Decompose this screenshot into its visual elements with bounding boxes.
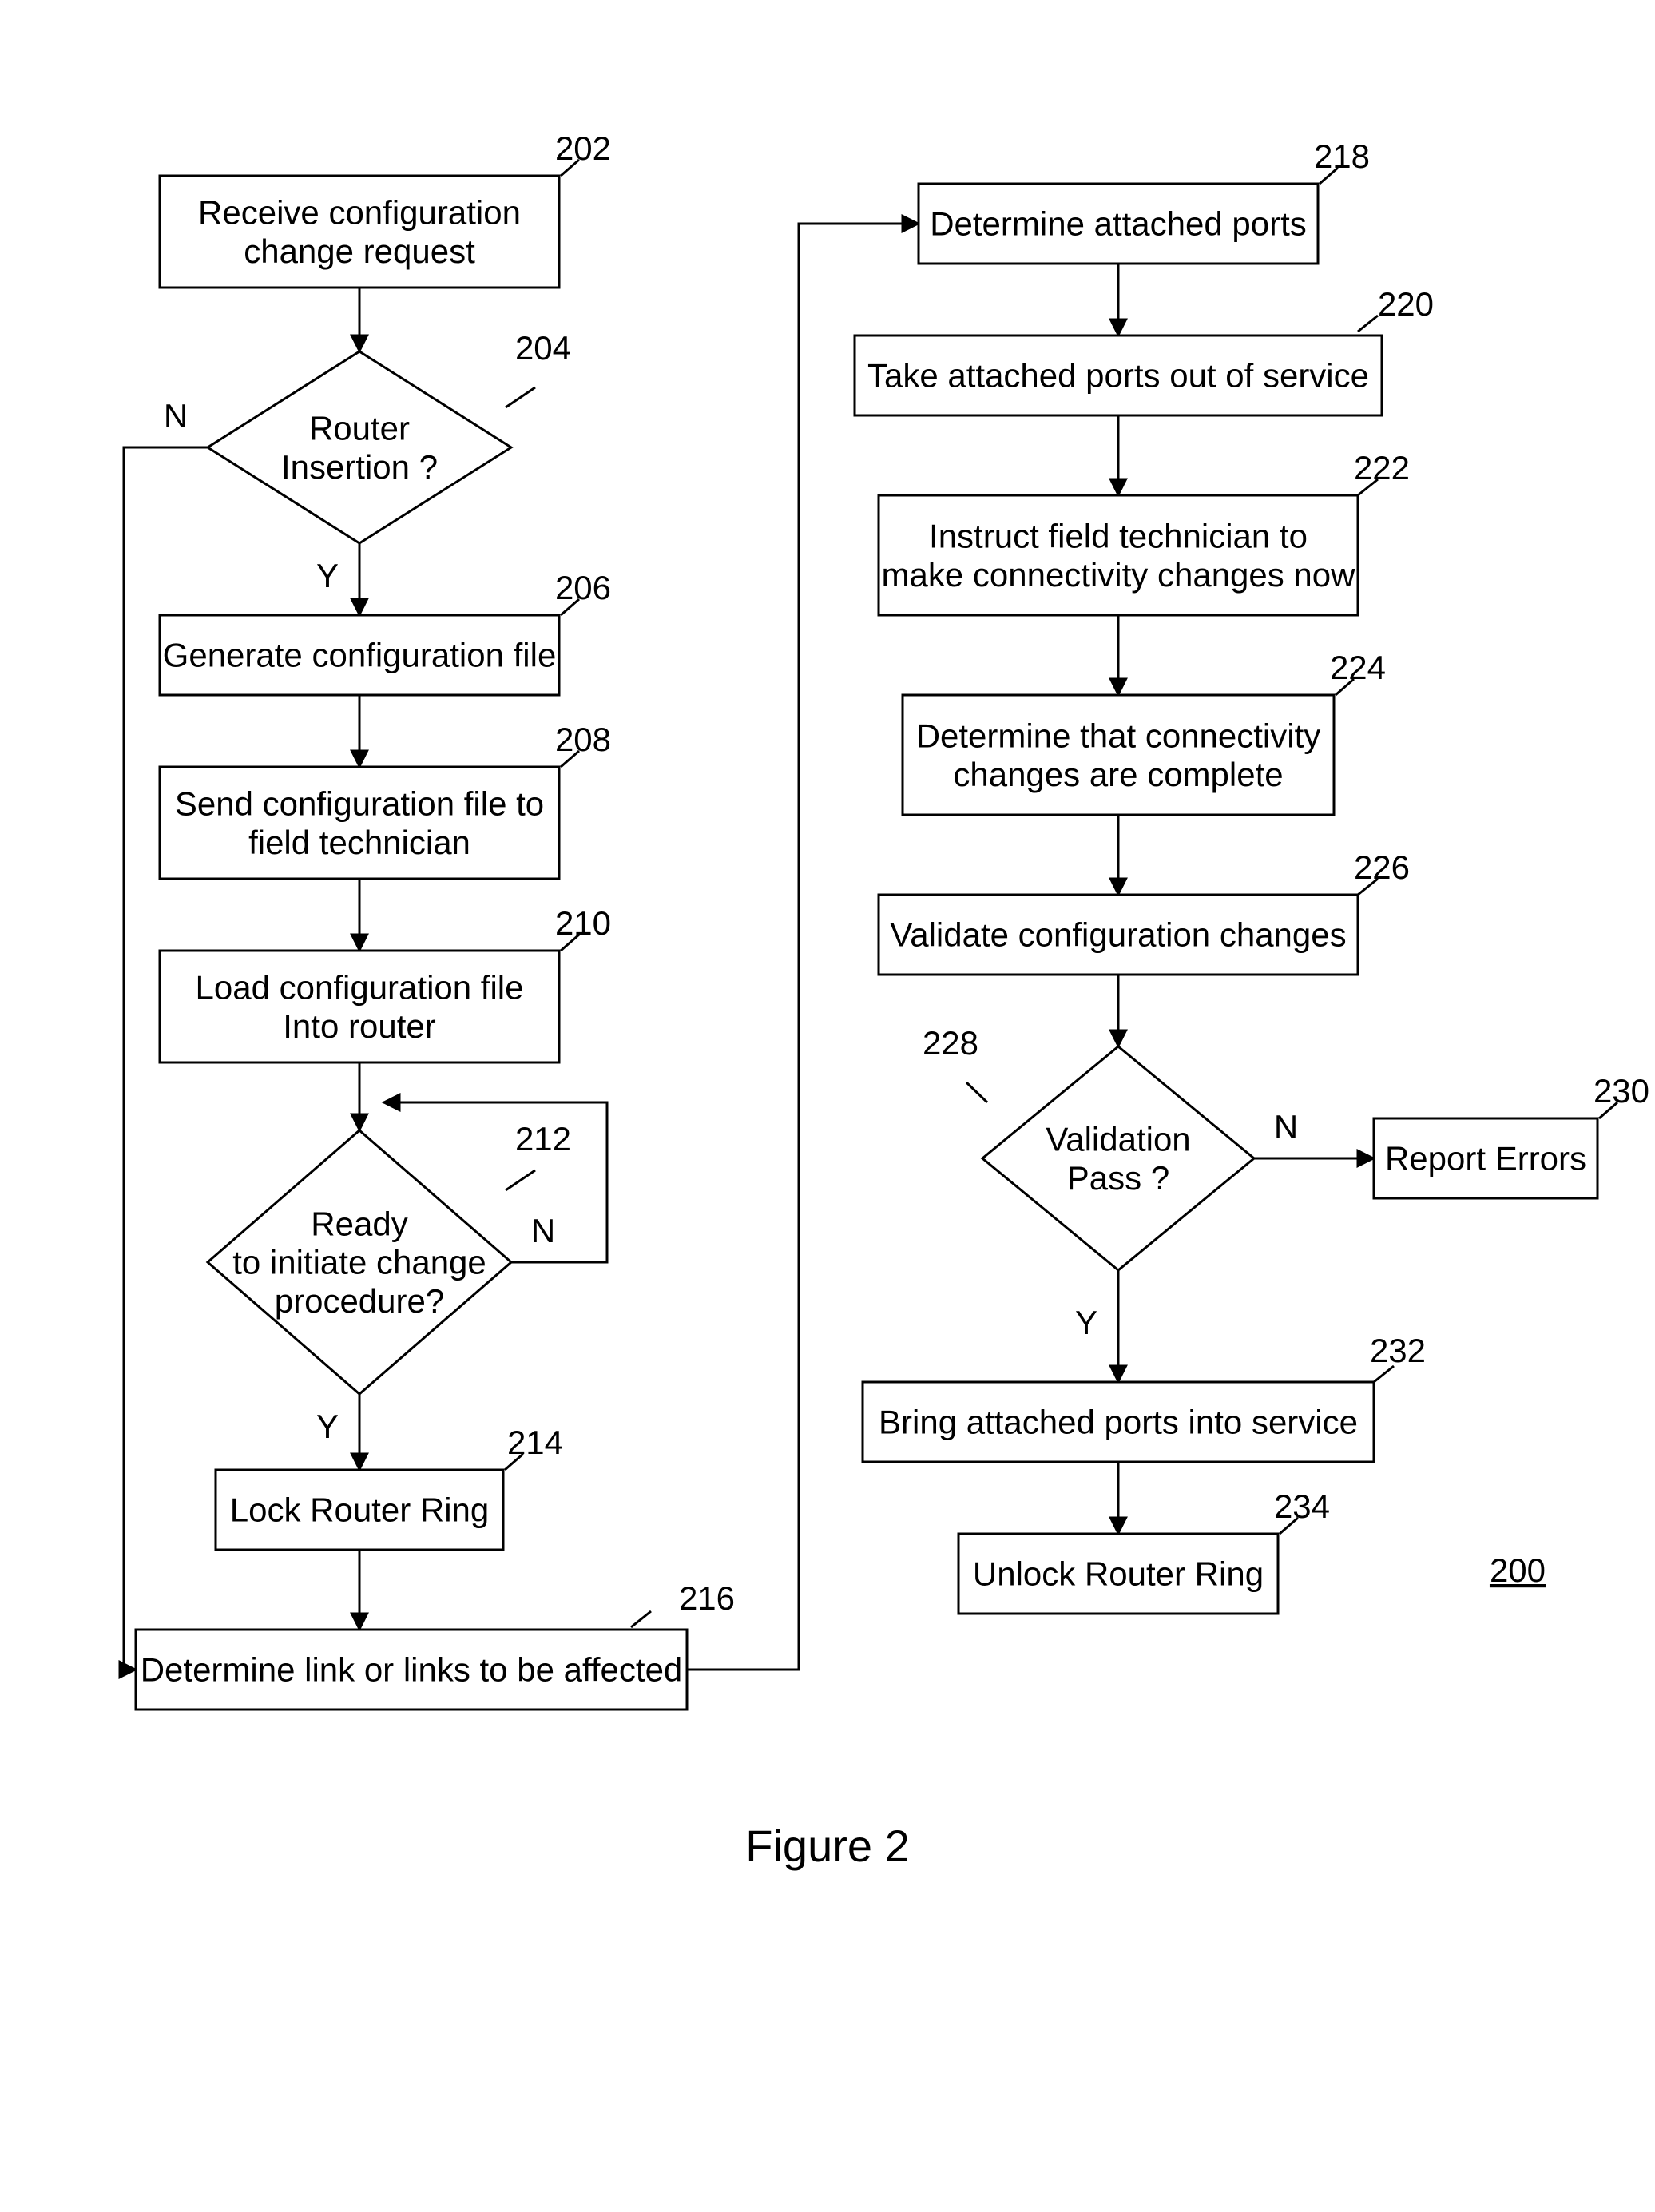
edge-label: N [164, 397, 188, 435]
decision-label: Router [309, 410, 410, 447]
ref-number: 234 [1274, 1487, 1330, 1525]
ref-tick [631, 1611, 651, 1627]
flow-box-label: Determine that connectivity [916, 717, 1321, 755]
ref-tick [506, 387, 535, 407]
flow-box-label: Determine attached ports [930, 205, 1307, 243]
flow-box-label: Send configuration file to [175, 785, 544, 823]
decision-label: Validation [1046, 1121, 1190, 1158]
decision-label: Ready [311, 1205, 407, 1242]
flow-box-label: Receive configuration [198, 194, 521, 232]
ref-number: 220 [1378, 285, 1434, 323]
flow-box-label: Lock Router Ring [230, 1491, 490, 1529]
edge-label: N [1274, 1108, 1298, 1146]
ref-number: 232 [1370, 1332, 1426, 1369]
ref-number: 206 [555, 569, 611, 606]
ref-number: 228 [923, 1024, 978, 1062]
flow-box-label: Instruct field technician to [929, 518, 1308, 555]
ref-number: 202 [555, 129, 611, 167]
flow-box-label: field technician [248, 824, 470, 861]
ref-tick [1358, 316, 1378, 332]
ref-number: 208 [555, 721, 611, 758]
flow-box-label: change request [244, 232, 475, 270]
figure-caption: Figure 2 [745, 1821, 909, 1871]
flow-box-label: Take attached ports out of service [867, 357, 1369, 395]
flow-box-label: make connectivity changes now [882, 556, 1356, 594]
flow-box-label: Load configuration file [196, 969, 524, 1007]
flow-box-label: Unlock Router Ring [973, 1555, 1264, 1593]
flow-box-label: changes are complete [953, 756, 1283, 793]
ref-number: 218 [1314, 137, 1370, 175]
decision-label: to initiate change [232, 1244, 486, 1281]
ref-number: 214 [507, 1424, 563, 1461]
flow-box-label: Into router [283, 1007, 435, 1045]
ref-tick [506, 1170, 535, 1190]
edge-label: Y [1075, 1304, 1097, 1341]
ref-number: 230 [1593, 1072, 1649, 1110]
ref-number: 226 [1354, 848, 1410, 886]
flow-box-label: Generate configuration file [163, 637, 557, 674]
edge-label: Y [316, 557, 339, 594]
decision-label: Insertion ? [281, 448, 438, 486]
ref-number: 212 [515, 1120, 571, 1158]
decision-label: procedure? [275, 1282, 444, 1320]
page-number: 200 [1490, 1551, 1546, 1589]
ref-number: 210 [555, 904, 611, 942]
flow-box-label: Report Errors [1385, 1140, 1586, 1177]
edge-label: Y [316, 1408, 339, 1445]
ref-number: 204 [515, 329, 571, 367]
decision-label: Pass ? [1067, 1159, 1169, 1197]
flow-box-label: Bring attached ports into service [879, 1404, 1358, 1441]
ref-tick [966, 1082, 987, 1102]
flowchart-diagram: Y N Y N N Y Receive configurationchange reques… [0, 0, 1655, 2212]
ref-number: 216 [679, 1579, 735, 1617]
edge-label: N [531, 1212, 555, 1249]
ref-number: 222 [1354, 449, 1410, 486]
ref-number: 224 [1330, 649, 1386, 686]
flow-box-label: Validate configuration changes [890, 916, 1346, 954]
flow-box-label: Determine link or links to be affected [141, 1651, 683, 1689]
